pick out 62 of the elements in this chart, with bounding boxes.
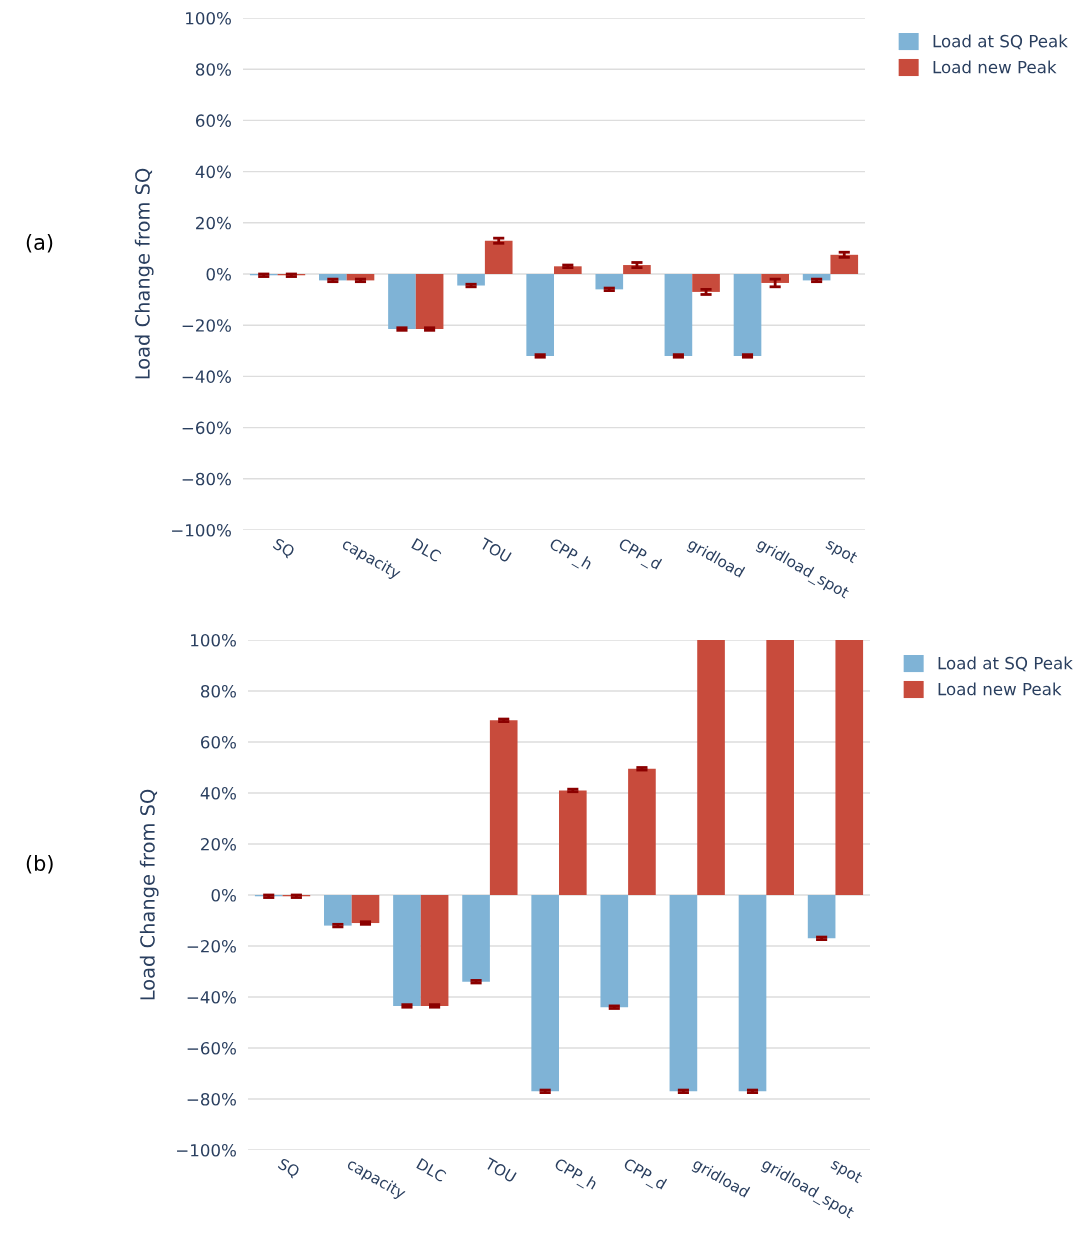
x-tick-label: TOU — [478, 537, 512, 563]
y-tick-label: −80% — [187, 1092, 236, 1106]
legend-label: Load new Peak — [933, 60, 1057, 74]
y-tick-label: −100% — [172, 523, 231, 537]
y-tick-label: −40% — [187, 990, 236, 1004]
bar — [415, 274, 444, 330]
bar — [733, 274, 762, 356]
text: (b) — [26, 854, 53, 874]
x-tick-label: DLC — [411, 537, 442, 563]
y-tick-label: 40% — [195, 165, 231, 179]
bar — [526, 274, 554, 356]
y-tick-label: −20% — [187, 939, 236, 953]
x-tick-label: SQ — [276, 1157, 301, 1180]
y-tick-label: 60% — [196, 114, 231, 127]
y-tick-label: −60% — [182, 421, 231, 435]
y-tick-label: 60% — [201, 735, 236, 749]
bar — [835, 640, 864, 895]
y-axis-title: Load Change from SQ — [139, 789, 159, 1000]
y-axis-title: Load Change from SQ — [134, 168, 154, 379]
legend-label: Load at SQ Peak — [933, 34, 1068, 50]
bar — [420, 895, 449, 1006]
bar — [595, 274, 624, 290]
y-tick-label: −60% — [187, 1041, 236, 1055]
x-tick-label: DLC — [416, 1157, 447, 1183]
bar — [628, 768, 656, 895]
bar — [484, 240, 513, 274]
y-tick-label: 80% — [200, 684, 236, 698]
text: (a) — [26, 233, 53, 253]
bar — [351, 895, 380, 924]
legend-label: Load at SQ Peak — [938, 656, 1073, 672]
bar — [559, 790, 587, 895]
x-tick-label: SQ — [271, 537, 296, 560]
bar — [462, 895, 490, 982]
y-tick-label: −40% — [182, 370, 231, 383]
y-tick-label: 20% — [201, 837, 236, 851]
bar — [692, 274, 720, 292]
y-tick-label: −80% — [182, 472, 231, 486]
bar — [324, 895, 352, 926]
bar — [830, 254, 859, 274]
bar — [393, 895, 421, 1006]
bar — [807, 895, 836, 939]
bar — [766, 640, 794, 895]
y-tick-label: −100% — [177, 1143, 236, 1157]
bar — [669, 895, 698, 1092]
bar — [664, 274, 693, 356]
bar — [600, 895, 629, 1008]
y-tick-label: 20% — [196, 216, 231, 230]
y-tick-label: −20% — [182, 319, 231, 332]
bar — [489, 720, 518, 895]
y-tick-label: 100% — [191, 633, 236, 647]
y-tick-label: 40% — [200, 786, 236, 800]
bar — [738, 895, 767, 1092]
y-tick-label: 0% — [211, 888, 236, 902]
bar — [697, 640, 725, 895]
bar — [531, 895, 559, 1092]
x-tick-label: TOU — [483, 1157, 517, 1183]
y-tick-label: 100% — [186, 11, 231, 25]
legend-label: Load new Peak — [938, 682, 1062, 696]
bar — [388, 274, 416, 330]
y-tick-label: 80% — [195, 63, 231, 76]
y-tick-label: 0% — [206, 267, 231, 281]
bar — [457, 274, 485, 286]
